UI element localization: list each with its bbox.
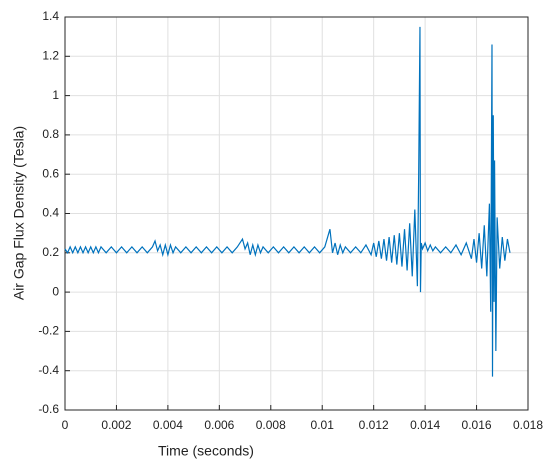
x-tick-label: 0 [62,418,69,432]
y-tick-label: -0.4 [38,363,59,377]
y-tick-label: 0.6 [42,166,59,180]
y-axis-label: Air Gap Flux Density (Tesla) [11,126,27,300]
y-tick-label: 0.8 [42,127,59,141]
y-tick-label: 0.4 [42,206,59,220]
x-tick-label: 0.01 [311,418,335,432]
y-tick-label: 1.4 [42,9,59,23]
axes-box [64,16,529,411]
y-tick-label: 0 [52,284,59,298]
x-tick-label: 0.006 [204,418,234,432]
data-line [64,26,511,377]
x-tick-label: 0.008 [256,418,286,432]
x-tick-label: 0.018 [513,418,543,432]
x-tick-label: 0.002 [101,418,131,432]
x-tick-label: 0.004 [153,418,183,432]
x-tick-label: 0.014 [410,418,440,432]
y-tick-label: 0.2 [42,245,59,259]
x-axis-label: Time (seconds) [158,443,254,459]
y-tick-label: -0.6 [38,402,59,416]
y-tick-label: 1.2 [42,48,59,62]
y-tick-label: -0.2 [38,324,59,338]
x-tick-label: 0.016 [462,418,492,432]
x-tick-label: 0.012 [359,418,389,432]
y-tick-label: 1 [52,88,59,102]
